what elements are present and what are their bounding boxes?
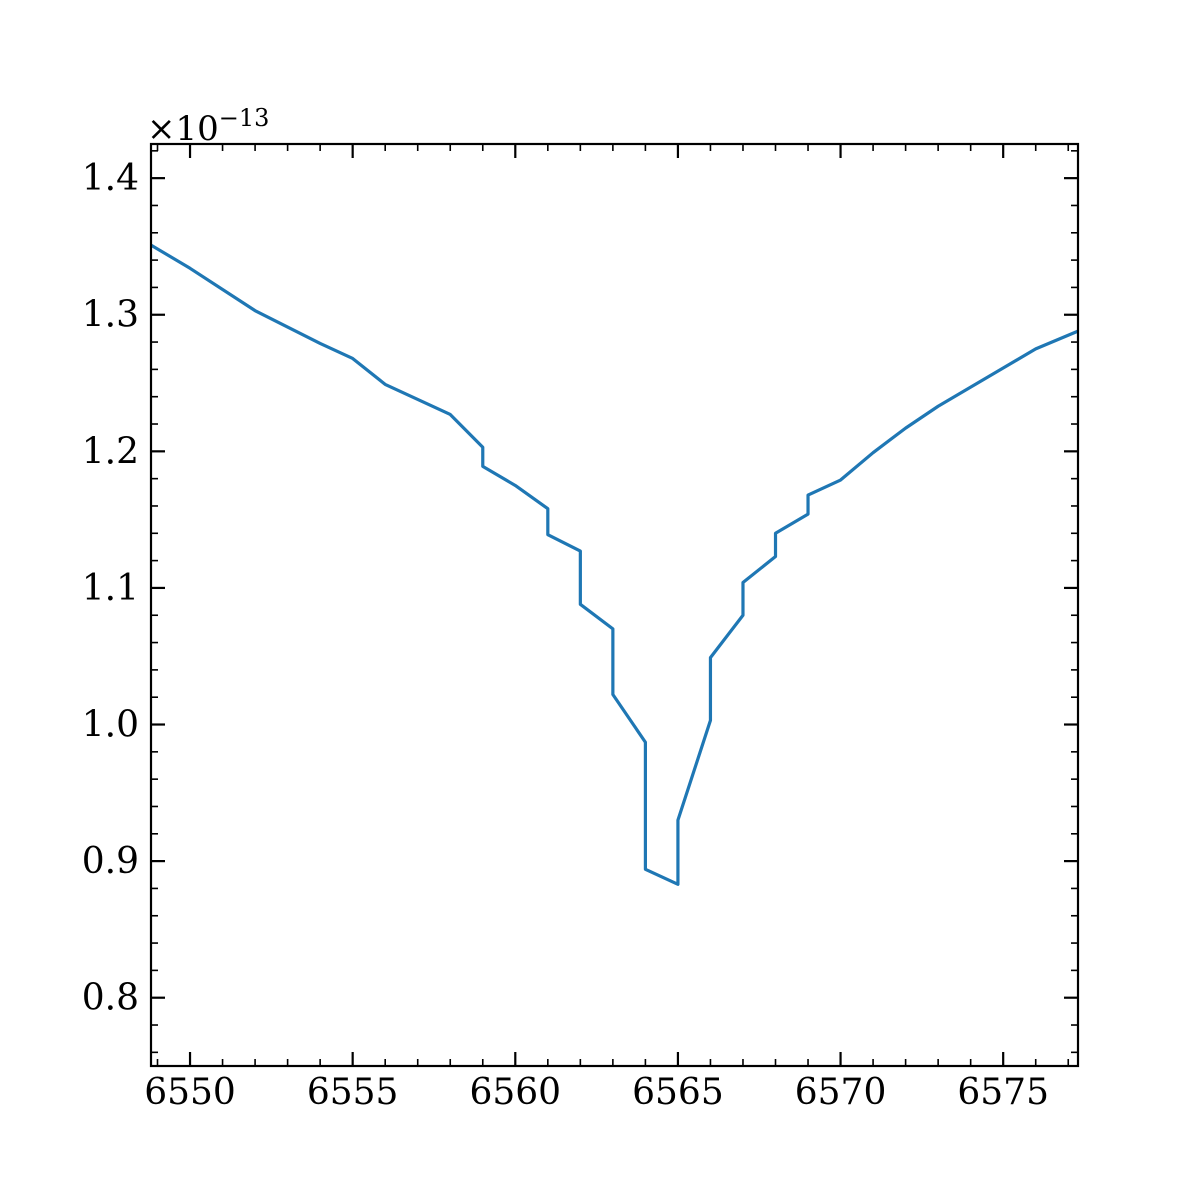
y-tick-label: 1.3: [82, 295, 139, 336]
series-layer: [150, 243, 1079, 886]
x-tick-label: 6575: [957, 1072, 1049, 1113]
y-scale-factor-base: ×10: [147, 109, 219, 149]
y-scale-factor-label: ×10−13: [147, 104, 269, 149]
x-tick-label: 6555: [307, 1072, 399, 1113]
y-tick-label: 1.2: [82, 431, 139, 472]
ticks-layer: [151, 144, 1078, 1066]
x-tick-label: 6565: [632, 1072, 724, 1113]
x-tick-label: 6560: [469, 1072, 561, 1113]
series-line: [150, 243, 1079, 886]
tick-labels-layer: 6550 6555 6560 6565 6570 6575 0.8 0.9 1.0 1.1 1.2 1…: [82, 158, 1049, 1113]
y-tick-label: 0.8: [82, 978, 139, 1019]
y-scale-factor-exponent: −13: [219, 104, 270, 132]
y-tick-label: 1.1: [82, 568, 139, 609]
plot-frame: [149, 142, 1080, 1068]
x-tick-label: 6570: [795, 1072, 887, 1113]
y-tick-label: 1.4: [82, 158, 139, 199]
y-tick-label: 0.9: [82, 841, 139, 882]
y-tick-label: 1.0: [82, 705, 139, 746]
x-tick-label: 6550: [144, 1072, 236, 1113]
